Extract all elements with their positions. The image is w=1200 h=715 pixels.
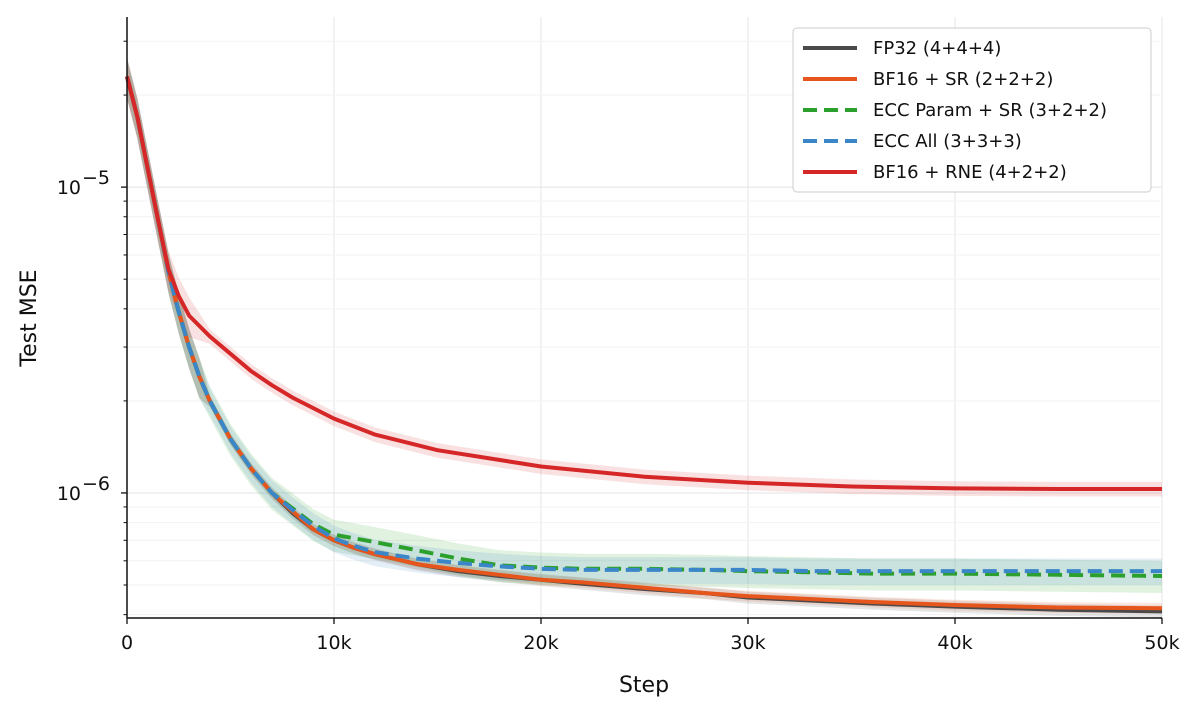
y-axis-title: Test MSE [17,269,42,367]
series-lines [125,76,1163,614]
legend-label-2: BF16 + SR (2+2+2) [873,69,1053,90]
y-tick-label-base: 10 [57,483,81,505]
x-tick-label: 50k [1144,632,1179,654]
y-tick-label-exponent: −5 [82,167,110,189]
y-tick-label: 10 −5 [57,167,110,199]
legend-box [792,27,1152,193]
x-tick-label: 10k [316,632,351,654]
axes [126,17,1162,619]
x-tick-label: 30k [730,632,765,654]
x-tick-label: 20k [523,632,558,654]
y-tick-label-base: 10 [57,177,81,199]
x-tick-label: 40k [937,632,972,654]
legend-label-5: BF16 + RNE (4+2+2) [873,162,1067,183]
series-line-4 [125,76,1162,574]
x-axis-title: Step [619,673,669,698]
x-tick-label: 0 [121,632,133,654]
y-tick-label-exponent: −6 [82,473,110,495]
series-line-5 [125,76,1162,491]
legend: FP32 (4+4+4) BF16 + SR (2+2+2) ECC Param +… [792,27,1152,193]
legend-label-1: FP32 (4+4+4) [873,38,1001,59]
legend-label-3: ECC Param + SR (3+2+2) [873,100,1107,121]
legend-label-4: ECC All (3+3+3) [873,131,1022,152]
y-tick-label: 10 −6 [57,473,110,505]
